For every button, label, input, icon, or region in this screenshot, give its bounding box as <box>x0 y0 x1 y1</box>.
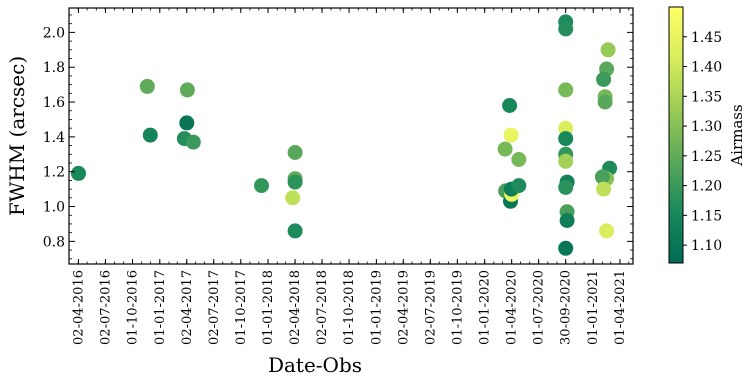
data-point <box>558 131 574 147</box>
data-point <box>502 98 518 113</box>
data-point <box>558 120 574 136</box>
x-tick-label: 02-04-2016 <box>71 270 86 345</box>
data-point <box>179 82 195 98</box>
colorbar-tick-label: 1.10 <box>691 238 722 254</box>
x-tick-label: 01-01-2019 <box>369 270 384 345</box>
y-tick-label: 1.4 <box>43 130 65 146</box>
data-point <box>254 178 269 194</box>
data-point <box>287 145 303 160</box>
data-point <box>497 141 513 157</box>
data-point <box>558 82 574 98</box>
x-tick-label: 01-07-2020 <box>532 270 547 345</box>
data-point <box>71 165 86 181</box>
x-tick-label: 30-09-2020 <box>559 270 574 345</box>
x-tick-label: 01-10-2018 <box>342 270 357 345</box>
colorbar-ticks: 1.10 1.15 1.20 1.25 1.30 1.35 1.40 1.45 <box>683 30 722 254</box>
x-tick-label: 01-10-2019 <box>450 270 465 345</box>
colorbar-tick-label: 1.25 <box>691 149 722 165</box>
colorbar-tick-label: 1.40 <box>691 60 722 76</box>
data-point <box>558 240 574 256</box>
x-tick-label: 01-01-2020 <box>478 270 493 345</box>
data-point <box>558 179 574 195</box>
x-axis-label: Date-Obs <box>268 353 362 377</box>
data-point <box>511 152 527 167</box>
x-tick-label: 01-01-2021 <box>586 270 601 345</box>
x-tick-label: 01-01-2018 <box>261 270 276 345</box>
data-point <box>503 127 519 143</box>
y-tick-label: 1.2 <box>43 165 65 181</box>
colorbar-tick-label: 1.15 <box>691 208 722 224</box>
x-tick-label: 02-04-2018 <box>288 270 303 345</box>
y-tick-label: 0.8 <box>43 234 65 250</box>
data-point <box>596 71 612 87</box>
x-tick-label: 01-01-2017 <box>153 270 168 345</box>
x-tick-label: 01-10-2017 <box>234 270 249 345</box>
data-point <box>285 190 301 206</box>
data-point <box>594 169 610 185</box>
data-point <box>597 94 613 110</box>
data-point <box>599 223 615 239</box>
colorbar <box>668 6 684 264</box>
data-point <box>287 174 303 190</box>
x-tick-label: 02-07-2016 <box>98 270 113 345</box>
plot-frame <box>68 7 634 265</box>
data-point <box>185 134 201 150</box>
points-layer <box>71 14 618 256</box>
data-point <box>179 115 195 131</box>
x-tick-label: 02-04-2017 <box>180 270 195 345</box>
colorbar-label: Airmass <box>728 104 746 166</box>
data-point <box>511 178 527 194</box>
x-tick-label: 01-04-2020 <box>505 270 520 345</box>
y-tick-label: 1.6 <box>43 95 65 111</box>
data-point <box>559 213 575 228</box>
data-point <box>287 223 303 239</box>
data-point <box>596 181 612 197</box>
colorbar-tick-label: 1.20 <box>691 179 722 195</box>
x-tick-label: 02-07-2017 <box>207 270 222 345</box>
colorbar-tick-label: 1.45 <box>691 30 722 46</box>
y-tick-label: 1.8 <box>43 60 65 76</box>
y-tick-label: 2.0 <box>43 25 65 41</box>
colorbar-tick-label: 1.35 <box>691 89 722 105</box>
data-point <box>558 21 574 37</box>
x-tick-label: 02-07-2019 <box>423 270 438 345</box>
x-ticks: 02-04-2016 02-07-2016 01-10-2016 01-01-2017… <box>68 8 630 345</box>
data-point <box>600 42 616 58</box>
x-tick-label: 01-10-2016 <box>125 270 140 345</box>
data-point <box>142 127 158 143</box>
data-point <box>139 78 155 94</box>
y-ticks: 0.8 1.0 1.2 1.4 1.6 1.8 2.0 <box>43 14 633 260</box>
data-point <box>558 153 574 169</box>
x-tick-label: 01-04-2021 <box>613 270 628 345</box>
y-tick-label: 1.0 <box>43 200 65 216</box>
x-tick-label: 02-04-2019 <box>396 270 411 345</box>
x-tick-label: 02-07-2018 <box>315 270 330 345</box>
y-axis-label: FWHM (arcsec) <box>5 56 29 216</box>
colorbar-tick-label: 1.30 <box>691 119 722 135</box>
